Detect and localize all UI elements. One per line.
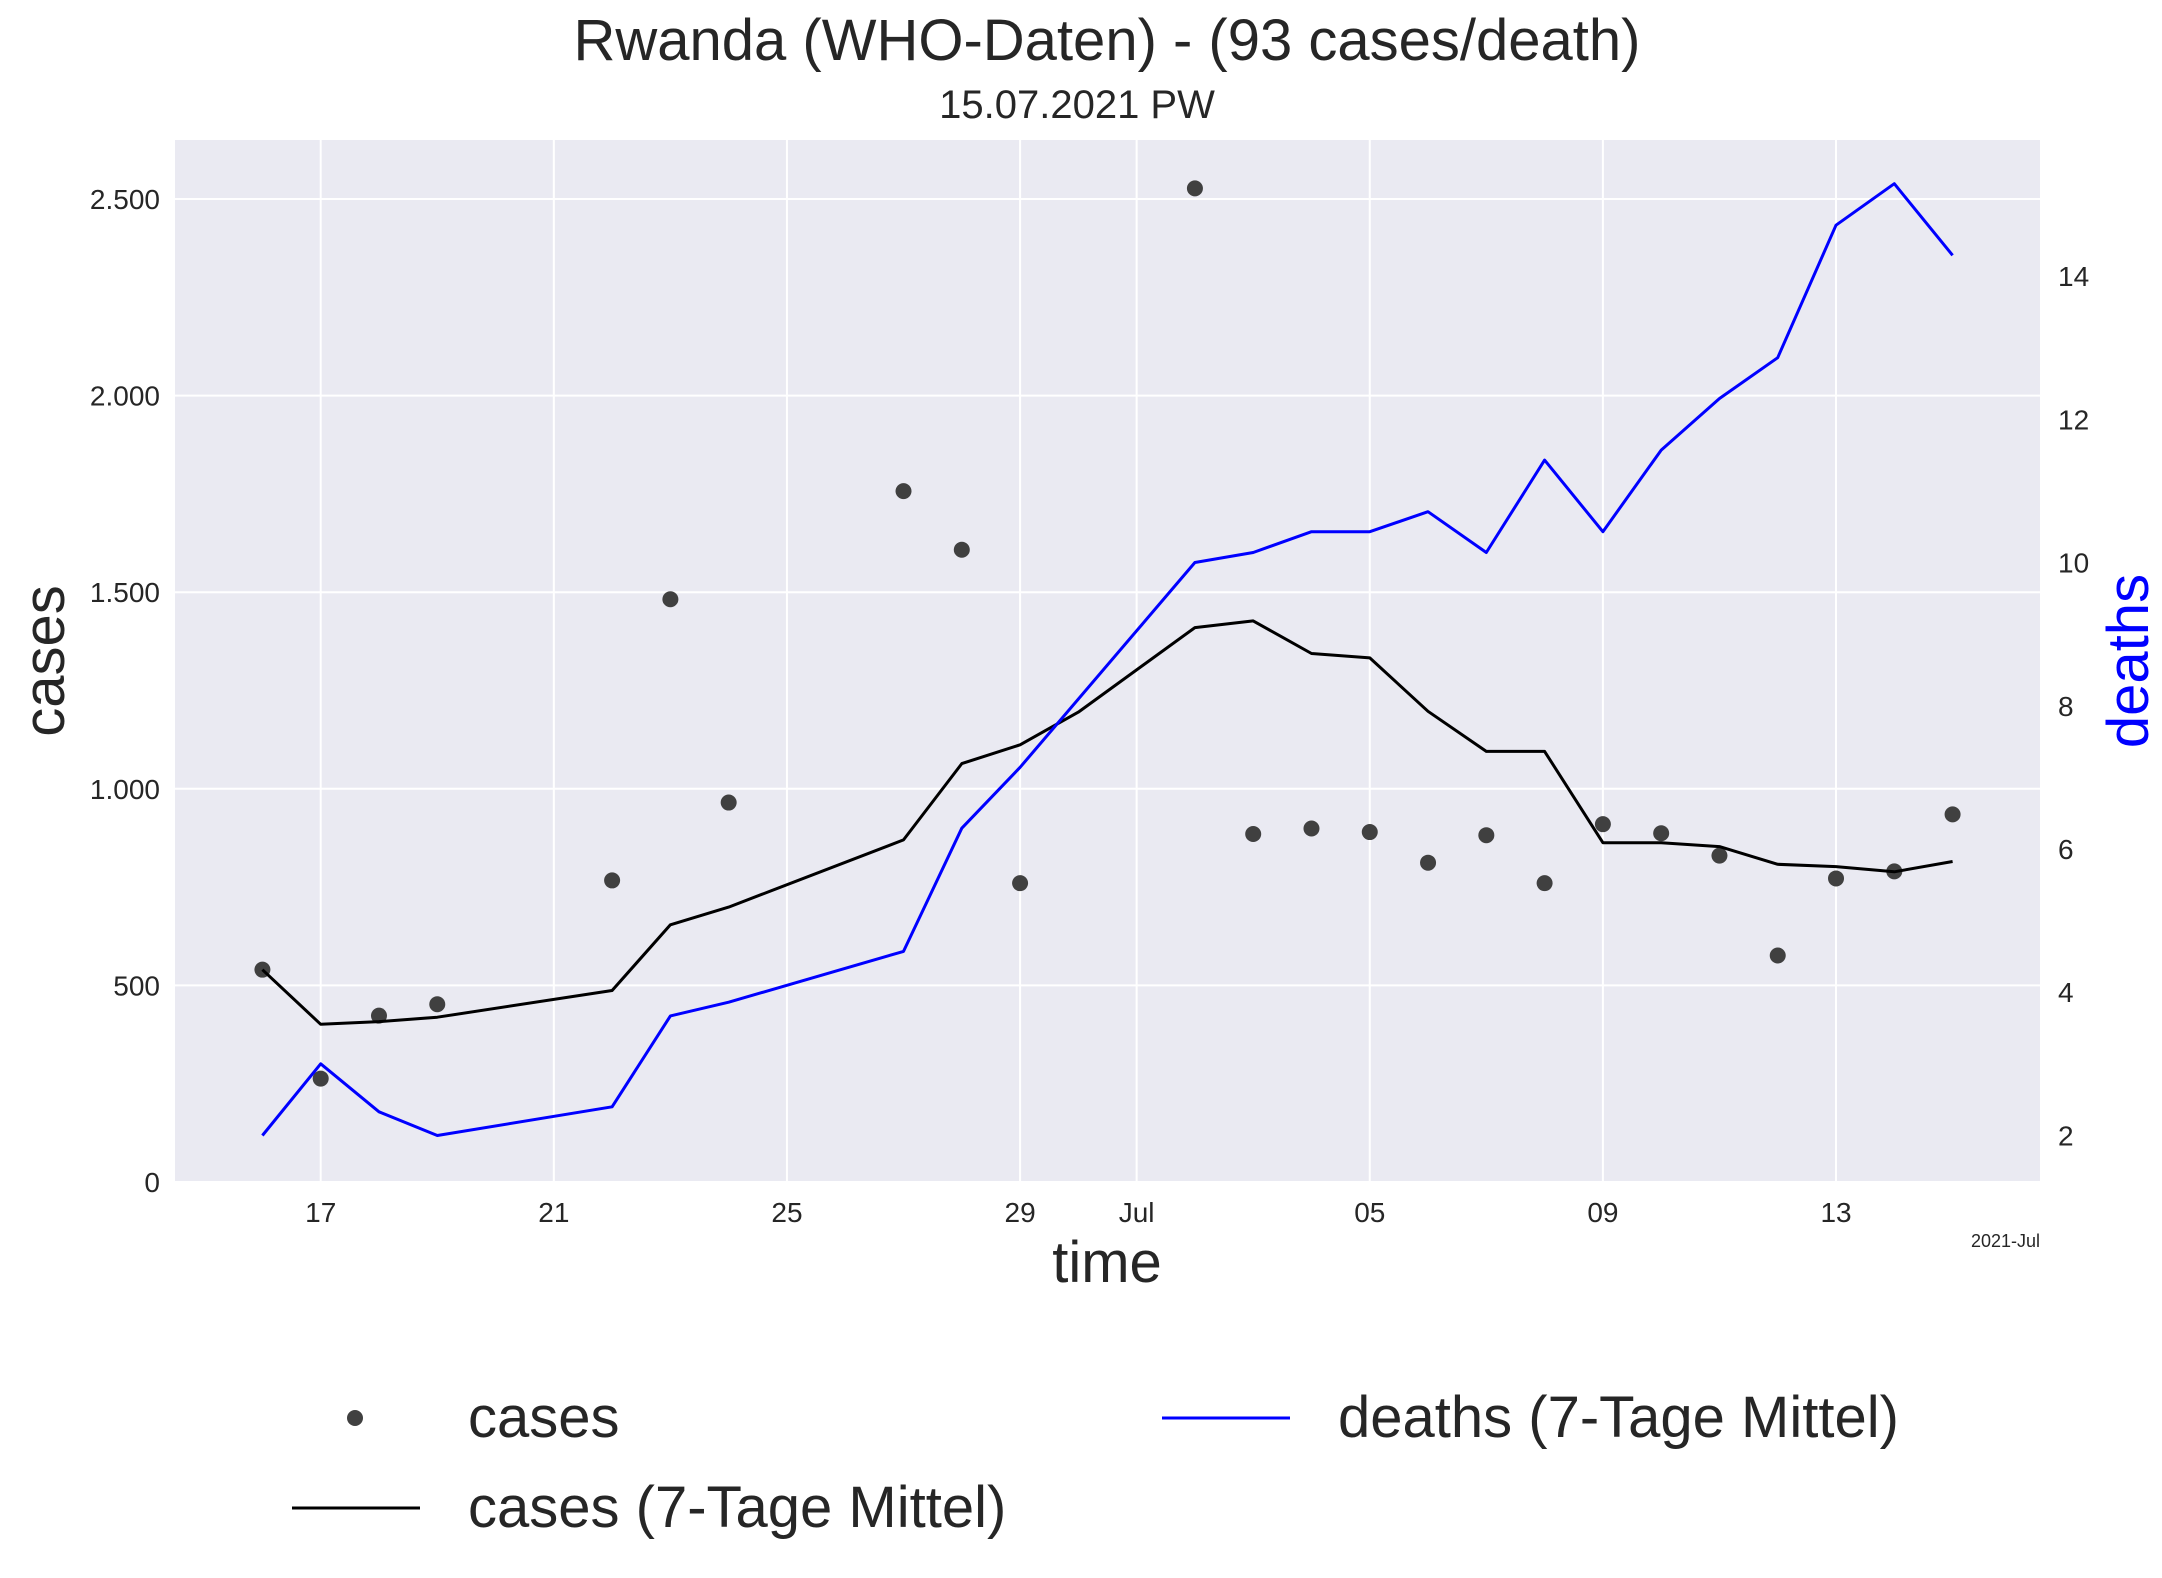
x-tick-label: 09 [1587, 1197, 1618, 1228]
point-cases [953, 541, 970, 558]
point-cases [1769, 947, 1786, 964]
point-cases [1186, 180, 1203, 197]
grid [175, 140, 2040, 1183]
point-cases [1828, 870, 1845, 887]
point-cases [1012, 875, 1029, 892]
y-right-tick-label: 8 [2058, 691, 2074, 722]
y-left-tick-label: 2.000 [90, 381, 160, 412]
x-tick-label: Jul [1119, 1197, 1155, 1228]
x-axis-label: time [1052, 1230, 1162, 1295]
y-right-tick-label: 6 [2058, 834, 2074, 865]
legend-marker-cases [347, 1410, 363, 1426]
x-tick-label: 17 [305, 1197, 336, 1228]
x-tick-label: 29 [1005, 1197, 1036, 1228]
legend-item-cases: cases [347, 1385, 620, 1450]
legend: cases cases (7-Tage Mittel) deaths (7-Ta… [292, 1385, 1899, 1540]
y-left-tick-label: 500 [113, 970, 160, 1001]
x-tick-label: 21 [538, 1197, 569, 1228]
point-cases [1303, 820, 1320, 837]
x-tick-label: 25 [771, 1197, 802, 1228]
plot-background [175, 140, 2040, 1182]
y-left-tick-label: 0 [144, 1167, 160, 1198]
point-cases [1536, 875, 1553, 892]
legend-item-cases-7-day: cases (7-Tage Mittel) [292, 1475, 1006, 1540]
y-left-tick-label: 1.500 [90, 577, 160, 608]
point-cases [312, 1070, 329, 1087]
y-right-tick-label: 12 [2058, 404, 2089, 435]
point-cases [604, 872, 621, 889]
point-cases [1245, 826, 1262, 843]
series-layer [254, 180, 1961, 1137]
y-left-tick-label: 1.000 [90, 774, 160, 805]
x-offset-label: 2021-Jul [1971, 1231, 2040, 1251]
point-cases [662, 591, 679, 608]
legend-item-deaths-7-day: deaths (7-Tage Mittel) [1162, 1385, 1899, 1450]
point-cases [1594, 816, 1611, 833]
y-right-tick-label: 2 [2058, 1120, 2074, 1151]
point-cases [1361, 824, 1378, 841]
x-tick-label: 05 [1354, 1197, 1385, 1228]
y-axis-label-left: cases [12, 585, 77, 737]
chart-title: Rwanda (WHO-Daten) - (93 cases/death) [574, 8, 1641, 73]
line-cases-7-tage-mittel [261, 619, 1953, 1026]
x-tick-label: 13 [1820, 1197, 1851, 1228]
point-cases [720, 794, 737, 811]
y-left-tick-label: 2.500 [90, 184, 160, 215]
y-right-tick-label: 4 [2058, 977, 2074, 1008]
y-axis-label-right: deaths [2096, 574, 2161, 748]
legend-label-cases-7-day: cases (7-Tage Mittel) [468, 1475, 1006, 1540]
point-cases [1420, 854, 1437, 871]
y-right-tick-label: 10 [2058, 548, 2089, 579]
point-cases [1653, 825, 1670, 842]
y-right-tick-label: 14 [2058, 261, 2089, 292]
point-cases [1711, 847, 1728, 864]
point-cases [370, 1007, 387, 1024]
point-cases [895, 483, 912, 500]
legend-label-cases: cases [468, 1385, 620, 1450]
point-cases [1478, 827, 1495, 844]
chart-subtitle: 15.07.2021 PW [939, 83, 1215, 127]
axes-layer: 17 21 25 29 Jul 05 09 13 0 500 1.000 1.500 2.000 2.50… [90, 184, 2089, 1228]
point-cases [429, 996, 446, 1013]
legend-label-deaths-7-day: deaths (7-Tage Mittel) [1338, 1385, 1899, 1450]
point-cases [1944, 806, 1961, 823]
line-deaths-7-tage-mittel [261, 182, 1954, 1137]
